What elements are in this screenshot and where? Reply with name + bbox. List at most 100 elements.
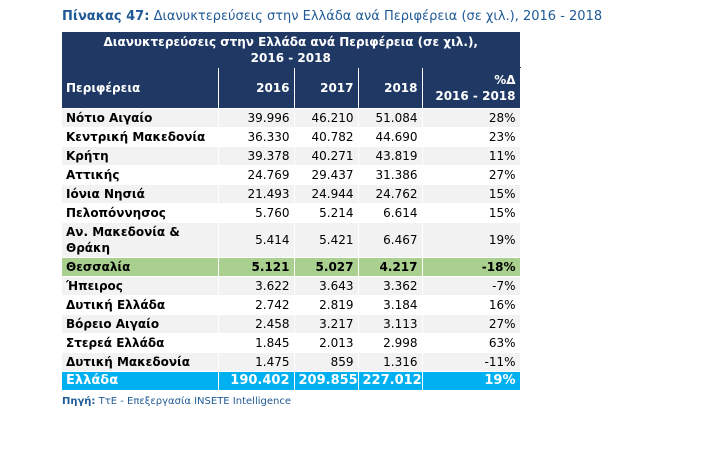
value-cell: 3.622 xyxy=(218,276,295,296)
value-cell: 2.998 xyxy=(358,333,423,353)
value-cell: 24.762 xyxy=(358,184,423,204)
region-cell: Αττικής xyxy=(62,165,219,185)
value-cell: 27% xyxy=(422,314,521,334)
value-cell: 5.421 xyxy=(294,222,359,258)
table-row: Στερεά Ελλάδα 1.845 2.013 2.998 63% xyxy=(62,333,521,353)
table-row: Κρήτη 39.378 40.271 43.819 11% xyxy=(62,146,521,166)
table-row: Αττικής 24.769 29.437 31.386 27% xyxy=(62,165,521,185)
value-cell: 15% xyxy=(422,203,521,223)
value-cell: 3.362 xyxy=(358,276,423,296)
value-cell: 21.493 xyxy=(218,184,295,204)
value-cell: -11% xyxy=(422,352,521,372)
value-cell: 3.113 xyxy=(358,314,423,334)
caption-text: Διανυκτερεύσεις στην Ελλάδα ανά Περιφέρε… xyxy=(153,9,603,24)
table-body: Νότιο Αιγαίο 39.996 46.210 51.084 28% Κεντρικ… xyxy=(62,108,521,391)
title-line: Διανυκτερεύσεις στην Ελλάδα ανά Περιφέρε… xyxy=(103,35,478,49)
value-cell: 15% xyxy=(422,184,521,204)
value-cell: 19% xyxy=(422,222,521,258)
region-cell: Δυτική Μακεδονία xyxy=(62,352,219,372)
value-cell: 46.210 xyxy=(294,108,359,128)
region-cell: Νότιο Αιγαίο xyxy=(62,108,219,128)
table-row: Θεσσαλία 5.121 5.027 4.217 -18% xyxy=(62,257,521,277)
value-cell: 51.084 xyxy=(358,108,423,128)
table-row: Δυτική Ελλάδα 2.742 2.819 3.184 16% xyxy=(62,295,521,315)
caption-label: Πίνακας 47: xyxy=(62,9,150,24)
header-cell: %Δ 2016 - 2018 xyxy=(422,67,521,109)
value-cell: 3.217 xyxy=(294,314,359,334)
value-cell: 5.214 xyxy=(294,203,359,223)
value-cell: 227.012 xyxy=(358,371,423,391)
value-cell: 16% xyxy=(422,295,521,315)
value-cell: 6.614 xyxy=(358,203,423,223)
value-cell: 31.386 xyxy=(358,165,423,185)
table-title: Διανυκτερεύσεις στην Ελλάδα ανά Περιφέρε… xyxy=(62,32,521,68)
header-cell: 2017 xyxy=(294,67,359,109)
table-row: Κεντρική Μακεδονία 36.330 40.782 44.690 23% xyxy=(62,127,521,147)
region-cell: Ήπειρος xyxy=(62,276,219,296)
value-cell: 2.819 xyxy=(294,295,359,315)
region-cell: Στερεά Ελλάδα xyxy=(62,333,219,353)
value-cell: 859 xyxy=(294,352,359,372)
region-cell: Πελοπόννησος xyxy=(62,203,219,223)
value-cell: 190.402 xyxy=(218,371,295,391)
source-text: ΤτΕ - Επεξεργασία INSETE Intelligence xyxy=(98,396,291,407)
value-cell: -7% xyxy=(422,276,521,296)
value-cell: 23% xyxy=(422,127,521,147)
value-cell: 5.121 xyxy=(218,257,295,277)
header-row: Περιφέρεια 2016 2017 2018 %Δ 2016 - 2018 xyxy=(62,67,521,109)
region-cell: Θεσσαλία xyxy=(62,257,219,277)
value-cell: 3.184 xyxy=(358,295,423,315)
value-cell: 28% xyxy=(422,108,521,128)
value-cell: -18% xyxy=(422,257,521,277)
value-cell: 2.013 xyxy=(294,333,359,353)
value-cell: 209.855 xyxy=(294,371,359,391)
region-cell: Αν. Μακεδονία & Θράκη xyxy=(62,222,219,258)
value-cell: 19% xyxy=(422,371,521,391)
value-cell: 63% xyxy=(422,333,521,353)
value-cell: 24.769 xyxy=(218,165,295,185)
table-row: Αν. Μακεδονία & Θράκη 5.414 5.421 6.467 19% xyxy=(62,222,521,258)
value-cell: 2.458 xyxy=(218,314,295,334)
value-cell: 24.944 xyxy=(294,184,359,204)
header-line: 2016 - 2018 xyxy=(435,89,516,103)
table-row: Ήπειρος 3.622 3.643 3.362 -7% xyxy=(62,276,521,296)
table-row: Ιόνια Νησιά 21.493 24.944 24.762 15% xyxy=(62,184,521,204)
source-label: Πηγή: xyxy=(62,396,96,407)
header-line: %Δ xyxy=(494,73,516,87)
region-cell: Δυτική Ελλάδα xyxy=(62,295,219,315)
value-cell: 27% xyxy=(422,165,521,185)
value-cell: 1.845 xyxy=(218,333,295,353)
value-cell: 1.316 xyxy=(358,352,423,372)
value-cell: 40.271 xyxy=(294,146,359,166)
table-row: Ελλάδα 190.402 209.855 227.012 19% xyxy=(62,371,521,391)
value-cell: 40.782 xyxy=(294,127,359,147)
value-cell: 43.819 xyxy=(358,146,423,166)
table: Διανυκτερεύσεις στην Ελλάδα ανά Περιφέρε… xyxy=(62,32,521,391)
value-cell: 44.690 xyxy=(358,127,423,147)
region-cell: Βόρειο Αιγαίο xyxy=(62,314,219,334)
value-cell: 6.467 xyxy=(358,222,423,258)
source: Πηγή: ΤτΕ - Επεξεργασία INSETE Intellige… xyxy=(62,396,291,407)
value-cell: 5.027 xyxy=(294,257,359,277)
caption: Πίνακας 47: Διανυκτερεύσεις στην Ελλάδα … xyxy=(62,9,602,24)
value-cell: 36.330 xyxy=(218,127,295,147)
value-cell: 2.742 xyxy=(218,295,295,315)
header-cell: 2018 xyxy=(358,67,423,109)
value-cell: 3.643 xyxy=(294,276,359,296)
table-row: Βόρειο Αιγαίο 2.458 3.217 3.113 27% xyxy=(62,314,521,334)
value-cell: 1.475 xyxy=(218,352,295,372)
header-cell: 2016 xyxy=(218,67,295,109)
title-line: 2016 - 2018 xyxy=(250,51,331,65)
value-cell: 4.217 xyxy=(358,257,423,277)
table-row: Νότιο Αιγαίο 39.996 46.210 51.084 28% xyxy=(62,108,521,128)
region-cell: Κεντρική Μακεδονία xyxy=(62,127,219,147)
region-cell: Κρήτη xyxy=(62,146,219,166)
value-cell: 11% xyxy=(422,146,521,166)
table-row: Δυτική Μακεδονία 1.475 859 1.316 -11% xyxy=(62,352,521,372)
value-cell: 5.760 xyxy=(218,203,295,223)
region-cell: Ιόνια Νησιά xyxy=(62,184,219,204)
region-cell: Ελλάδα xyxy=(62,371,219,391)
value-cell: 5.414 xyxy=(218,222,295,258)
table-head: Διανυκτερεύσεις στην Ελλάδα ανά Περιφέρε… xyxy=(62,32,521,109)
